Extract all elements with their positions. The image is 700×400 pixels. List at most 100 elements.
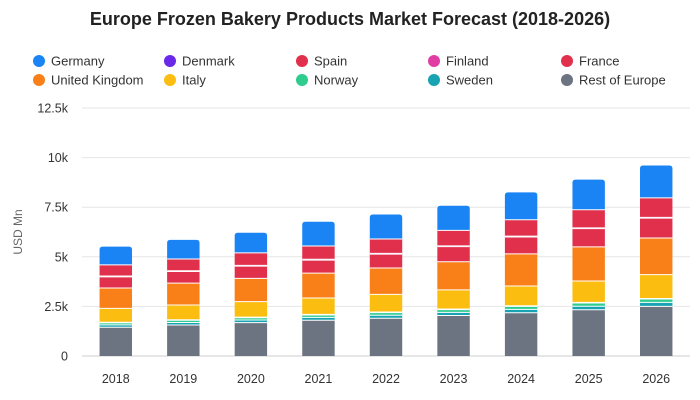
bar-italy-2020[interactable] (234, 301, 268, 318)
bar-italy-2021[interactable] (302, 297, 335, 315)
bar-stack-2021 (302, 221, 335, 356)
legend-item-denmark[interactable]: Denmark (164, 54, 235, 69)
bar-france-2018[interactable] (99, 264, 132, 277)
bar-sweden-2021[interactable] (302, 317, 335, 321)
bar-spain-2019[interactable] (167, 271, 200, 284)
bar-france-2020[interactable] (234, 252, 268, 266)
bar-spain-2018[interactable] (99, 276, 132, 288)
y-tick-label: 10k (48, 151, 69, 165)
bar-spain-2022[interactable] (369, 254, 403, 269)
bar-germany-2019[interactable] (167, 239, 200, 259)
legend-label-france: France (579, 54, 619, 69)
bar-sweden-2025[interactable] (572, 306, 605, 310)
bar-spain-2024[interactable] (504, 236, 538, 254)
bar-france-2024[interactable] (504, 219, 538, 237)
chart-title: Europe Frozen Bakery Products Market For… (90, 9, 610, 29)
bar-norway-2018[interactable] (99, 322, 132, 325)
bar-united-kingdom-2025[interactable] (572, 246, 605, 282)
bar-sweden-2018[interactable] (99, 324, 132, 328)
bar-norway-2025[interactable] (572, 303, 605, 307)
bar-norway-2020[interactable] (234, 317, 268, 320)
legend-label-norway: Norway (314, 73, 359, 88)
bar-united-kingdom-2022[interactable] (369, 268, 403, 295)
bar-united-kingdom-2020[interactable] (234, 278, 268, 302)
legend-item-sweden[interactable]: Sweden (428, 73, 493, 88)
legend-item-germany[interactable]: Germany (33, 54, 105, 69)
bar-united-kingdom-2024[interactable] (504, 253, 538, 286)
legend-item-finland[interactable]: Finland (428, 54, 489, 69)
bar-france-2022[interactable] (369, 239, 403, 254)
bar-spain-2025[interactable] (572, 228, 605, 247)
bar-italy-2025[interactable] (572, 281, 605, 303)
bar-spain-2026[interactable] (640, 218, 673, 238)
bar-france-2025[interactable] (572, 209, 605, 228)
legend-item-spain[interactable]: Spain (296, 54, 347, 69)
bar-united-kingdom-2023[interactable] (437, 261, 470, 290)
bar-germany-2026[interactable] (640, 165, 673, 198)
legend-item-norway[interactable]: Norway (296, 73, 359, 88)
bar-rest-of-europe-2020[interactable] (234, 322, 268, 356)
bar-sweden-2023[interactable] (437, 312, 470, 316)
legend-marker-denmark (164, 55, 176, 67)
bar-sweden-2020[interactable] (234, 319, 268, 323)
bar-norway-2024[interactable] (504, 306, 538, 310)
legend-label-rest-of-europe: Rest of Europe (579, 73, 666, 88)
legend-item-united-kingdom[interactable]: United Kingdom (33, 73, 144, 88)
bar-rest-of-europe-2022[interactable] (369, 318, 403, 356)
bar-rest-of-europe-2021[interactable] (302, 320, 335, 356)
bar-germany-2021[interactable] (302, 221, 335, 246)
legend-item-france[interactable]: France (561, 54, 619, 69)
bar-italy-2019[interactable] (167, 305, 200, 320)
bar-italy-2026[interactable] (640, 274, 673, 299)
bar-france-2026[interactable] (640, 197, 673, 218)
bar-norway-2022[interactable] (369, 312, 403, 316)
bar-united-kingdom-2026[interactable] (640, 237, 673, 275)
x-tick-label-2022: 2022 (372, 372, 400, 386)
legend-label-sweden: Sweden (446, 73, 493, 88)
bar-rest-of-europe-2024[interactable] (504, 312, 538, 356)
bar-rest-of-europe-2025[interactable] (572, 309, 605, 356)
bar-united-kingdom-2018[interactable] (99, 287, 132, 309)
bar-germany-2020[interactable] (234, 232, 268, 253)
legend-marker-italy (164, 74, 176, 86)
bar-italy-2018[interactable] (99, 308, 132, 323)
legend-marker-rest-of-europe (561, 74, 573, 86)
bar-sweden-2026[interactable] (640, 302, 673, 307)
bar-spain-2021[interactable] (302, 260, 335, 274)
bar-norway-2019[interactable] (167, 320, 200, 323)
bar-stack-2023 (437, 205, 470, 356)
legend-marker-sweden (428, 74, 440, 86)
bar-germany-2025[interactable] (572, 179, 605, 210)
bar-germany-2023[interactable] (437, 205, 470, 231)
bar-norway-2021[interactable] (302, 315, 335, 318)
bar-germany-2024[interactable] (504, 192, 538, 220)
bar-spain-2020[interactable] (234, 266, 268, 279)
bar-rest-of-europe-2023[interactable] (437, 315, 470, 356)
legend-item-rest-of-europe[interactable]: Rest of Europe (561, 73, 666, 88)
bar-germany-2018[interactable] (99, 246, 132, 265)
bars (99, 165, 673, 356)
bar-france-2019[interactable] (167, 258, 200, 271)
x-axis: 2018 2019 2020 2021 2022 2023 2024 2025 2026 (102, 372, 670, 386)
bar-united-kingdom-2021[interactable] (302, 273, 335, 298)
bar-italy-2022[interactable] (369, 294, 403, 313)
bar-rest-of-europe-2019[interactable] (167, 325, 200, 356)
bar-rest-of-europe-2026[interactable] (640, 306, 673, 356)
bar-united-kingdom-2019[interactable] (167, 283, 200, 306)
bar-norway-2023[interactable] (437, 309, 470, 313)
bar-sweden-2022[interactable] (369, 315, 403, 319)
bar-italy-2023[interactable] (437, 289, 470, 309)
bar-france-2021[interactable] (302, 245, 335, 260)
y-tick-label: 12.5k (37, 102, 68, 116)
bar-spain-2023[interactable] (437, 246, 470, 262)
bar-stack-2026 (640, 165, 673, 356)
bar-norway-2026[interactable] (640, 299, 673, 303)
bar-france-2023[interactable] (437, 230, 470, 246)
bar-stack-2025 (572, 179, 605, 356)
legend-item-italy[interactable]: Italy (164, 73, 206, 88)
bar-sweden-2019[interactable] (167, 322, 200, 326)
bar-germany-2022[interactable] (369, 214, 403, 240)
bar-rest-of-europe-2018[interactable] (99, 327, 132, 356)
bar-italy-2024[interactable] (504, 285, 538, 306)
bar-sweden-2024[interactable] (504, 309, 538, 313)
